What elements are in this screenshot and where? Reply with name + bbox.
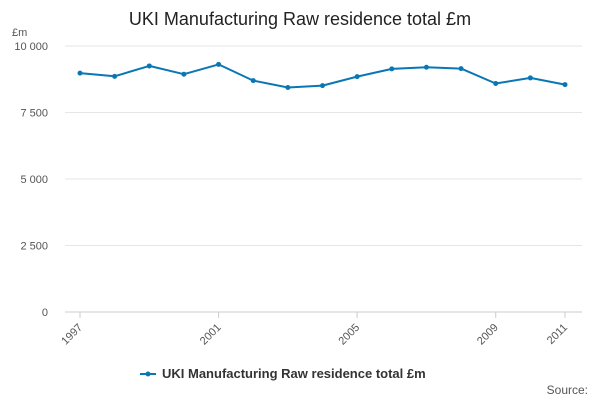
chart-title: UKI Manufacturing Raw residence total £m xyxy=(129,9,471,29)
data-point[interactable] xyxy=(527,75,533,81)
data-point[interactable] xyxy=(389,66,395,72)
data-point[interactable] xyxy=(423,64,429,70)
data-point[interactable] xyxy=(112,73,118,79)
data-point[interactable] xyxy=(493,81,499,87)
legend[interactable]: UKI Manufacturing Raw residence total £m xyxy=(140,366,426,381)
y-tick-label: 5 000 xyxy=(20,174,48,186)
data-point[interactable] xyxy=(181,71,187,77)
x-tick-label: 2009 xyxy=(475,322,501,348)
x-tick-label: 2011 xyxy=(545,322,570,347)
x-axis-ticks: 1997 2001 2005 2009 2011 xyxy=(59,312,570,347)
y-axis-unit-label: £m xyxy=(12,27,27,39)
x-tick-label: 2005 xyxy=(336,322,362,348)
x-tick-label: 2001 xyxy=(198,322,224,348)
data-point[interactable] xyxy=(458,66,464,72)
y-tick-label: 7 500 xyxy=(20,108,48,120)
y-tick-label: 10 000 xyxy=(14,41,48,53)
source-label: Source: xyxy=(547,383,588,397)
series-layer xyxy=(77,61,568,90)
legend-entry-label: UKI Manufacturing Raw residence total £m xyxy=(162,366,426,381)
y-tick-label: 0 xyxy=(42,307,48,319)
data-point[interactable] xyxy=(562,82,568,88)
data-point[interactable] xyxy=(354,74,360,80)
data-point[interactable] xyxy=(250,78,256,84)
data-point[interactable] xyxy=(216,61,222,67)
y-tick-label: 2 500 xyxy=(20,241,48,253)
y-axis-ticks: 0 2 500 5 000 7 500 10 000 xyxy=(14,41,48,319)
legend-marker xyxy=(145,371,151,377)
x-tick-label: 1997 xyxy=(59,322,85,348)
data-point[interactable] xyxy=(146,63,152,69)
data-point[interactable] xyxy=(320,83,325,89)
data-point[interactable] xyxy=(77,70,83,76)
data-point[interactable] xyxy=(285,84,291,90)
